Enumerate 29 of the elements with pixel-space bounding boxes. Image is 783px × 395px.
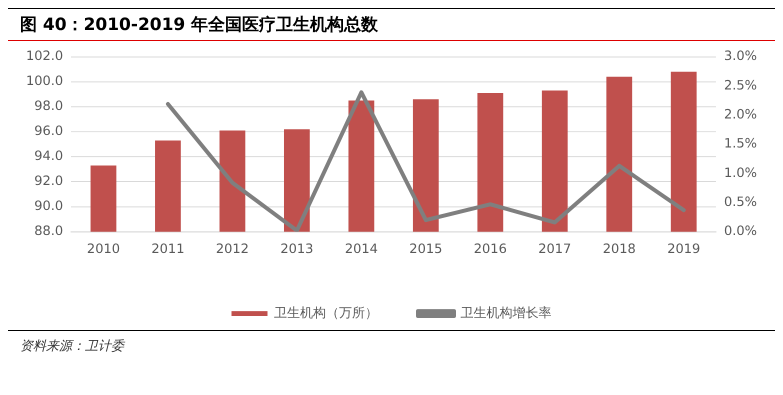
y-tick-label: 98.0 xyxy=(34,99,64,114)
x-tick-label: 2014 xyxy=(344,242,378,257)
y-tick-label: 100.0 xyxy=(26,74,64,90)
y2-tick-label: 2.0% xyxy=(724,107,757,122)
y-tick-label: 102.0 xyxy=(26,49,64,64)
y2-tick-label: 0.0% xyxy=(724,224,757,240)
y2-tick-label: 2.5% xyxy=(724,78,757,94)
x-tick-label: 2015 xyxy=(409,242,442,257)
x-tick-label: 2017 xyxy=(538,242,572,257)
y2-tick-label: 3.0% xyxy=(724,49,757,64)
y2-tick-label: 0.5% xyxy=(724,194,757,210)
text: 资料来源：卫计委 xyxy=(19,338,126,356)
y-tick-label: 94.0 xyxy=(34,149,64,164)
y-tick-label: 90.0 xyxy=(34,199,64,214)
legend-label: 卫生机构（万所） xyxy=(274,306,378,321)
x-tick-label: 2016 xyxy=(474,242,507,257)
legend-label: 卫生机构增长率 xyxy=(460,304,552,321)
y-tick-label: 88.0 xyxy=(34,224,64,240)
chart-title: 图 40：2010-2019 年全国医疗卫生机构总数 xyxy=(8,8,775,41)
x-tick-label: 2012 xyxy=(216,242,249,257)
x-tick-label: 2018 xyxy=(602,242,636,257)
x-tick-label: 2011 xyxy=(151,242,184,257)
x-tick-label: 2010 xyxy=(86,242,120,257)
y2-tick-label: 1.5% xyxy=(724,136,757,152)
x-tick-label: 2013 xyxy=(280,242,314,257)
y2-tick-label: 1.0% xyxy=(724,166,757,181)
y-tick-label: 92.0 xyxy=(34,174,64,190)
x-tick-label: 2019 xyxy=(667,242,700,257)
y-tick-label: 96.0 xyxy=(34,124,64,140)
